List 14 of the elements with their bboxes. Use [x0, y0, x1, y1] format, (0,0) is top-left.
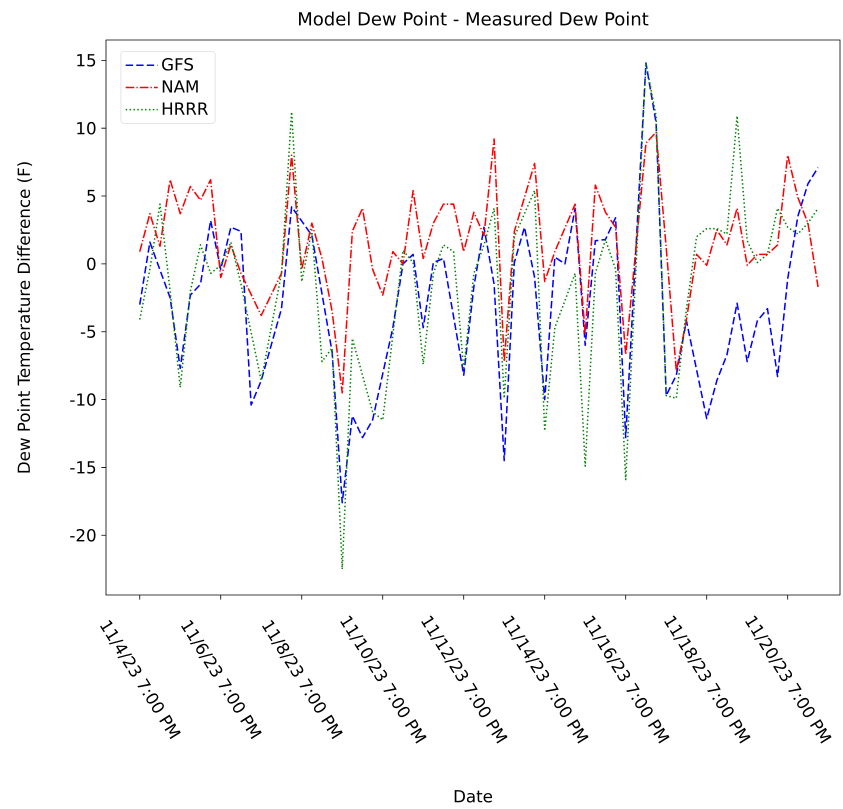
- y-tick-label: -10: [70, 393, 96, 406]
- legend-label: NAM: [162, 80, 198, 93]
- y-tick-label: 0: [87, 258, 96, 270]
- y-tick-label: -5: [80, 326, 96, 338]
- y-tick-label: 10: [77, 122, 96, 134]
- y-tick-label: -15: [70, 461, 96, 474]
- y-tick-label: 15: [77, 54, 96, 67]
- legend-label: HRRR: [162, 102, 208, 115]
- y-tick-label: -20: [70, 528, 96, 542]
- y-axis-title: Dew Point Temperature Difference (F): [17, 162, 34, 473]
- legend-label: GFS: [162, 58, 194, 71]
- y-tick-label: 5: [87, 190, 96, 202]
- chart-title: Model Dew Point - Measured Dew Point: [299, 12, 648, 26]
- x-axis-title: Date: [454, 790, 492, 803]
